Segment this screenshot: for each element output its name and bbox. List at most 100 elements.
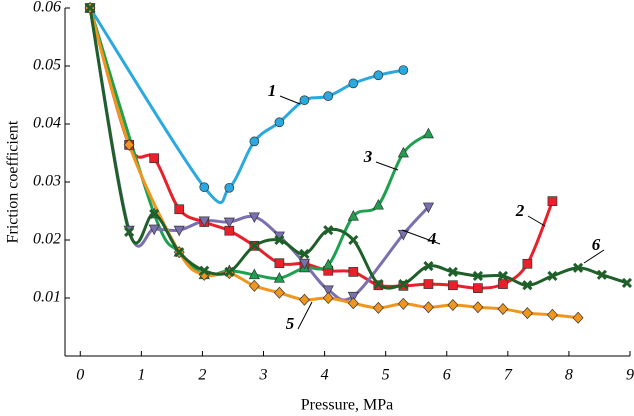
series-label: 2 <box>515 201 525 220</box>
marker <box>298 293 310 306</box>
marker <box>573 262 584 273</box>
marker <box>199 265 210 276</box>
marker <box>248 212 260 224</box>
x-tick-label: 5 <box>382 367 390 384</box>
marker <box>397 297 409 310</box>
marker <box>174 204 185 215</box>
marker <box>397 146 409 158</box>
marker <box>547 270 558 282</box>
marker <box>348 78 359 89</box>
marker <box>347 297 359 310</box>
x-axis-label: Pressure, MPa <box>301 397 393 414</box>
marker <box>173 225 185 237</box>
label-leader <box>375 161 399 171</box>
marker <box>322 285 334 297</box>
label-leader <box>401 229 441 245</box>
marker <box>372 198 384 210</box>
marker <box>572 311 584 324</box>
marker <box>521 307 533 320</box>
label-leader <box>297 301 313 330</box>
marker <box>274 258 285 269</box>
marker <box>348 267 359 277</box>
marker <box>621 277 633 288</box>
marker <box>224 182 235 193</box>
marker <box>422 202 435 214</box>
marker <box>498 279 508 289</box>
marker <box>273 272 285 283</box>
marker <box>546 308 558 321</box>
marker <box>522 280 533 291</box>
marker <box>423 279 434 289</box>
marker <box>198 216 210 228</box>
y-tick-label: 0.06 <box>33 0 61 16</box>
marker <box>323 91 334 102</box>
marker <box>223 217 235 229</box>
series-line <box>88 7 554 290</box>
x-tick-label: 3 <box>259 367 268 384</box>
marker <box>497 270 509 282</box>
series-label: 4 <box>427 229 437 248</box>
marker <box>473 283 483 293</box>
series-label: 3 <box>363 147 373 166</box>
series-label: 1 <box>268 81 277 100</box>
series-label: 5 <box>286 314 295 333</box>
marker <box>298 258 311 270</box>
y-tick-label: 0.03 <box>33 173 61 190</box>
marker <box>398 65 409 75</box>
marker <box>248 268 260 280</box>
marker <box>248 279 260 292</box>
marker <box>347 291 359 303</box>
marker <box>274 117 285 128</box>
marker <box>422 301 434 314</box>
marker <box>84 2 96 14</box>
marker <box>123 138 135 151</box>
marker <box>347 209 359 221</box>
marker <box>299 95 310 106</box>
marker <box>348 234 359 246</box>
marker <box>373 70 384 81</box>
marker <box>249 240 260 251</box>
x-tick-label: 6 <box>443 367 451 384</box>
marker <box>274 234 285 246</box>
marker <box>372 301 384 314</box>
marker <box>447 266 458 277</box>
marker <box>174 247 185 258</box>
x-tick-label: 8 <box>565 367 573 384</box>
x-tick-label: 2 <box>198 367 206 384</box>
marker <box>596 269 607 280</box>
marker <box>149 208 160 219</box>
marker <box>472 301 484 314</box>
marker <box>522 258 533 269</box>
y-tick-label: 0.04 <box>33 115 61 132</box>
marker <box>447 298 459 311</box>
marker <box>423 261 434 272</box>
marker <box>323 225 334 236</box>
marker <box>149 153 160 164</box>
marker <box>124 226 135 237</box>
marker <box>373 279 384 290</box>
y-tick-label: 0.01 <box>33 289 61 306</box>
marker <box>497 302 509 316</box>
marker <box>224 266 235 277</box>
marker <box>547 196 558 206</box>
label-leader <box>527 215 546 227</box>
marker <box>398 279 409 290</box>
marker <box>322 291 334 305</box>
marker <box>273 286 285 299</box>
marker <box>448 280 458 291</box>
label-leader <box>583 249 605 264</box>
y-tick-label: 0.05 <box>33 57 61 74</box>
marker <box>249 136 260 147</box>
marker <box>199 182 210 193</box>
series-label: 6 <box>592 235 601 254</box>
marker <box>472 270 483 282</box>
series-line <box>88 7 404 204</box>
marker <box>148 224 160 236</box>
x-tick-label: 4 <box>321 367 329 384</box>
y-axis-label: Friction coefficient <box>5 120 22 243</box>
x-tick-label: 0 <box>76 367 84 384</box>
marker <box>299 248 310 259</box>
y-tick-label: 0.02 <box>33 231 61 248</box>
x-tick-label: 9 <box>626 367 634 384</box>
